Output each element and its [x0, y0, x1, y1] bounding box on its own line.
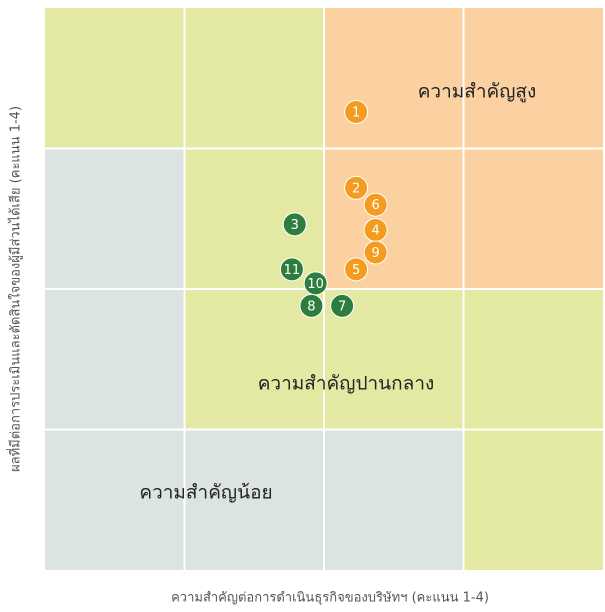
quadrant-cell	[463, 429, 603, 570]
y-axis-title: ผลที่มีต่อการประเมินและตัดสินใจของผู้มีส…	[7, 106, 24, 472]
point	[330, 293, 355, 318]
quadrant-cell	[45, 289, 185, 430]
point	[363, 240, 388, 265]
point-label: 1	[352, 105, 360, 120]
quadrant-cell	[45, 148, 185, 289]
point-label: 5	[352, 263, 360, 278]
quadrant-cell	[45, 429, 185, 570]
point-label: 4	[371, 223, 379, 238]
point	[282, 212, 307, 237]
quadrant-cell	[184, 8, 324, 149]
point	[279, 257, 304, 282]
quadrant-cell	[184, 429, 324, 570]
quadrant-backgrounds	[45, 8, 603, 570]
point	[344, 99, 369, 124]
quadrant-cell	[324, 429, 464, 570]
annotation: ความสำคัญปานกลาง	[258, 373, 435, 395]
point	[299, 293, 324, 318]
x-axis-title: ความสำคัญต่อการดำเนินธุรกิจของบริษัทฯ (ค…	[171, 591, 489, 606]
point-label: 8	[307, 299, 315, 314]
quadrant-cell	[324, 8, 464, 149]
point	[363, 192, 388, 217]
point	[344, 175, 369, 200]
quadrant-cell	[463, 8, 603, 149]
point	[344, 257, 369, 282]
quadrant-cell	[45, 8, 185, 149]
point-label: 9	[371, 246, 379, 261]
point-label: 6	[371, 198, 379, 213]
quadrant-cell	[184, 289, 324, 430]
quadrant-cell	[463, 148, 603, 289]
points: 1 26 4 95 3 11 10 8 7	[279, 99, 388, 318]
point-label: 3	[291, 218, 299, 233]
point-label: 11	[284, 263, 301, 278]
point-label: 2	[352, 181, 360, 196]
point-label: 10	[307, 277, 324, 292]
annotation: ความสำคัญสูง	[418, 81, 537, 103]
point-label: 7	[338, 299, 346, 314]
quadrant-cell	[463, 289, 603, 430]
annotation: ความสำคัญน้อย	[139, 482, 272, 504]
